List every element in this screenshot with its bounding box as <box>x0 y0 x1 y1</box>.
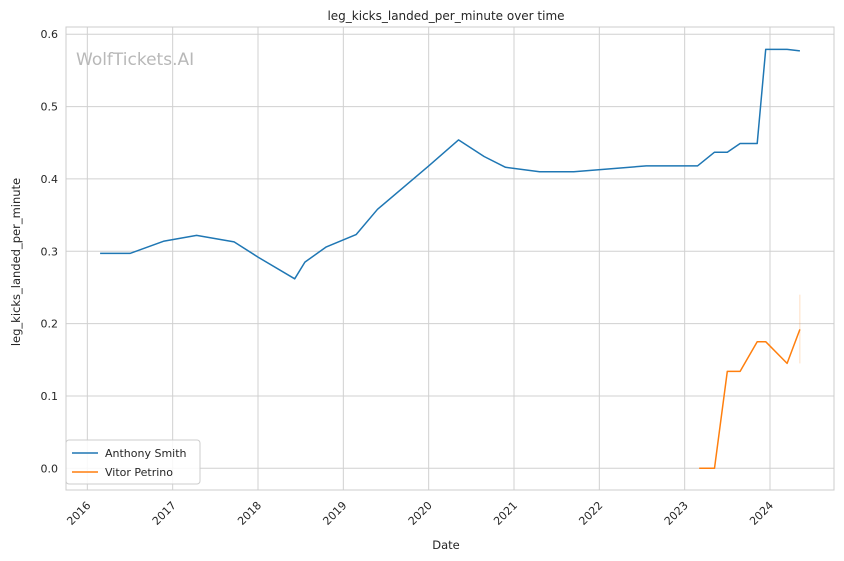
y-tick-label: 0.4 <box>41 173 59 186</box>
x-tick-label: 2018 <box>235 499 264 528</box>
y-axis-ticks: 0.0 0.1 0.2 0.3 0.4 0.5 0.6 <box>41 28 59 475</box>
chart-title: leg_kicks_landed_per_minute over time <box>327 9 564 23</box>
legend-label-anthony-smith: Anthony Smith <box>105 447 187 460</box>
plot-frame <box>65 26 835 491</box>
x-tick-label: 2021 <box>491 499 520 528</box>
series <box>100 48 801 470</box>
grid <box>66 27 834 490</box>
x-tick-label: 2024 <box>747 499 776 528</box>
y-tick-label: 0.0 <box>41 462 59 475</box>
x-tick-label: 2019 <box>320 499 349 528</box>
x-axis-label: Date <box>432 538 460 552</box>
x-axis-ticks: 2016 2017 2018 2019 2020 2021 2022 2023 2024 <box>64 499 776 528</box>
x-tick-label: 2020 <box>406 499 435 528</box>
y-tick-label: 0.6 <box>41 28 59 41</box>
series-line-vitor-petrino <box>699 329 801 470</box>
legend-box <box>65 439 201 485</box>
x-tick-label: 2016 <box>64 499 93 528</box>
legend: Anthony Smith Vitor Petrino <box>65 439 201 485</box>
watermark: WolfTickets.AI <box>76 50 194 70</box>
y-tick-label: 0.1 <box>41 390 59 403</box>
y-tick-label: 0.5 <box>41 101 59 114</box>
series-line-anthony-smith <box>100 48 800 280</box>
y-axis-label: leg_kicks_landed_per_minute <box>9 178 23 346</box>
x-tick-label: 2017 <box>150 499 179 528</box>
x-tick-label: 2022 <box>576 499 605 528</box>
legend-label-vitor-petrino: Vitor Petrino <box>105 466 173 479</box>
x-tick-label: 2023 <box>662 499 691 528</box>
y-tick-label: 0.2 <box>41 318 59 331</box>
y-tick-label: 0.3 <box>41 245 59 258</box>
